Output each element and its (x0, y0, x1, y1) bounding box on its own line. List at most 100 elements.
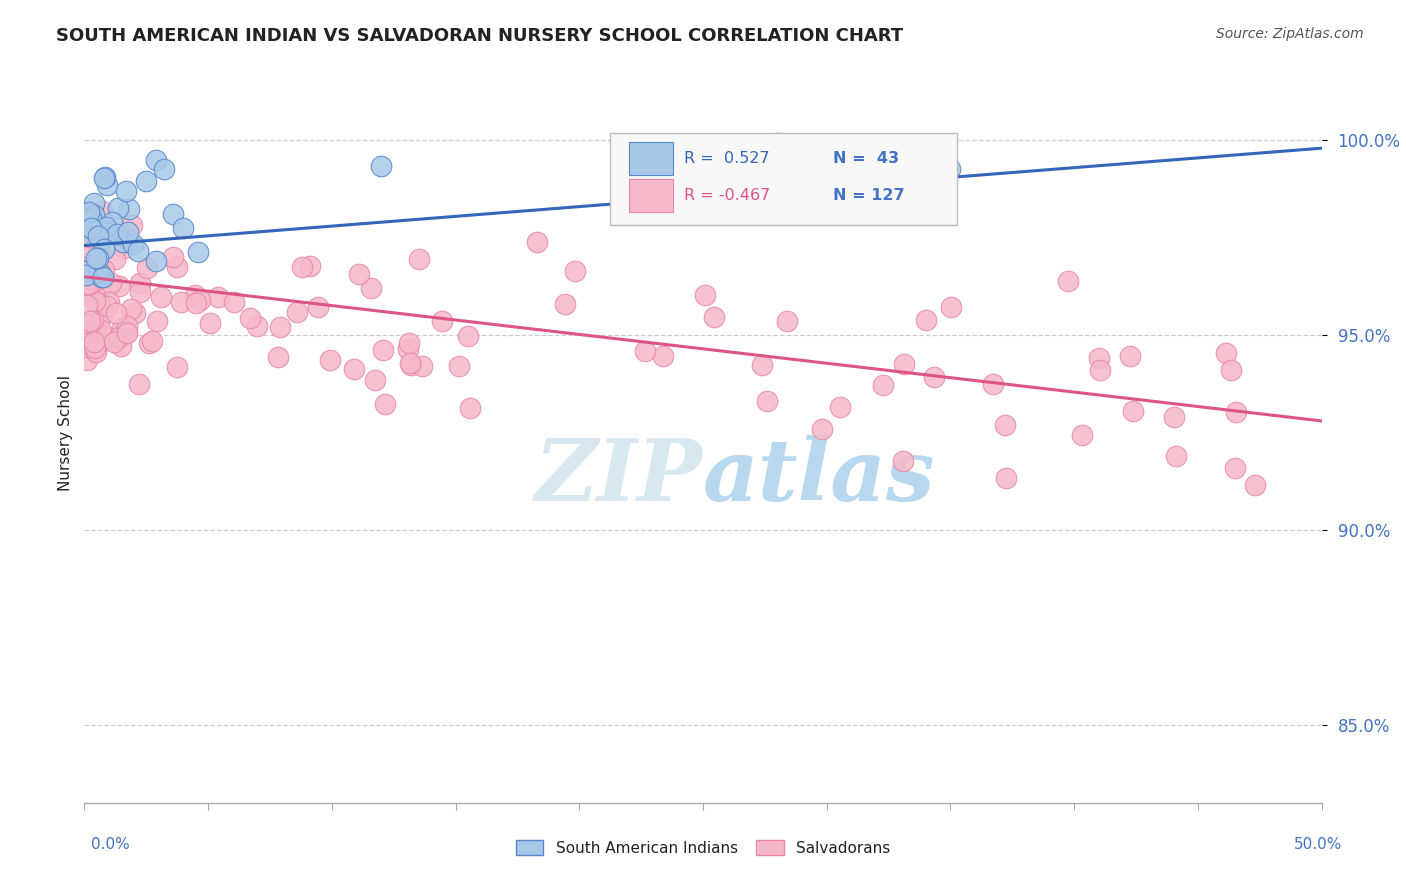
Point (138, 336, 160, 351)
Point (112, 241, 135, 255)
Text: R = -0.467: R = -0.467 (685, 188, 770, 203)
Point (981, 376, 1004, 391)
Point (269, 320, 291, 334)
Point (91, 203, 114, 218)
Point (84, 319, 107, 334)
Point (90, 322, 112, 336)
Point (76, 336, 98, 351)
Point (1215, 346, 1237, 360)
Point (82, 313, 104, 327)
Text: N = 127: N = 127 (832, 188, 904, 203)
Point (1220, 362, 1243, 376)
Point (115, 325, 138, 339)
Point (83, 195, 105, 210)
Point (1163, 409, 1185, 424)
Point (1088, 351, 1111, 365)
Point (86, 345, 108, 359)
Point (87, 296, 110, 310)
Point (893, 357, 915, 371)
Point (107, 329, 129, 343)
Point (96, 299, 118, 313)
Point (318, 353, 340, 368)
Point (222, 295, 245, 310)
Point (693, 287, 716, 301)
FancyBboxPatch shape (628, 143, 673, 175)
Point (564, 264, 586, 278)
Point (100, 214, 122, 228)
Point (364, 373, 387, 387)
Point (76, 263, 98, 277)
Point (94, 223, 117, 237)
Point (118, 202, 141, 216)
Point (76, 353, 98, 368)
Point (187, 244, 209, 259)
Point (162, 250, 184, 264)
Point (371, 343, 394, 357)
Point (153, 161, 176, 176)
Point (150, 289, 173, 303)
Point (94, 169, 117, 184)
Point (924, 369, 946, 384)
Point (79, 277, 101, 292)
Point (96, 178, 118, 192)
Point (76, 227, 98, 242)
Point (87, 251, 110, 265)
Point (1122, 404, 1144, 418)
Point (526, 235, 548, 249)
Point (994, 417, 1017, 432)
Point (872, 377, 894, 392)
Point (86, 243, 108, 257)
Point (1223, 460, 1246, 475)
Point (91, 269, 114, 284)
Point (117, 225, 139, 239)
Point (100, 276, 122, 290)
Point (121, 218, 143, 232)
Point (89, 335, 111, 350)
Point (76, 287, 98, 301)
Legend: South American Indians, Salvadorans: South American Indians, Salvadorans (510, 834, 896, 862)
Point (120, 301, 142, 316)
Point (198, 316, 221, 330)
Point (75, 268, 97, 282)
Point (87, 265, 110, 279)
Point (285, 305, 308, 319)
Point (145, 253, 167, 268)
Text: R =  0.527: R = 0.527 (685, 151, 770, 166)
Point (1164, 449, 1187, 463)
Point (111, 321, 134, 335)
Text: N =  43: N = 43 (832, 151, 898, 166)
Point (810, 422, 832, 436)
Point (76, 340, 98, 354)
Point (77, 205, 100, 219)
Point (107, 202, 129, 216)
FancyBboxPatch shape (628, 179, 673, 212)
Point (127, 244, 149, 259)
Point (91, 232, 114, 246)
Point (374, 397, 396, 411)
Point (83, 274, 105, 288)
Point (1225, 405, 1247, 419)
Point (162, 206, 184, 220)
Point (1071, 427, 1094, 442)
Point (370, 160, 392, 174)
Point (83, 208, 105, 222)
Point (1244, 478, 1267, 492)
Point (766, 136, 789, 151)
Point (83, 334, 105, 349)
Text: 50.0%: 50.0% (1295, 837, 1343, 852)
Point (652, 349, 675, 363)
Point (399, 356, 422, 370)
Point (457, 328, 479, 343)
Y-axis label: Nursery School: Nursery School (58, 375, 73, 491)
Point (751, 358, 773, 372)
Point (398, 336, 420, 351)
Point (124, 306, 146, 320)
Point (430, 314, 453, 328)
Point (80, 211, 103, 226)
FancyBboxPatch shape (610, 133, 956, 226)
Point (941, 300, 963, 314)
Text: atlas: atlas (703, 435, 935, 519)
Point (775, 314, 797, 328)
Point (79, 229, 101, 244)
Point (79, 314, 101, 328)
